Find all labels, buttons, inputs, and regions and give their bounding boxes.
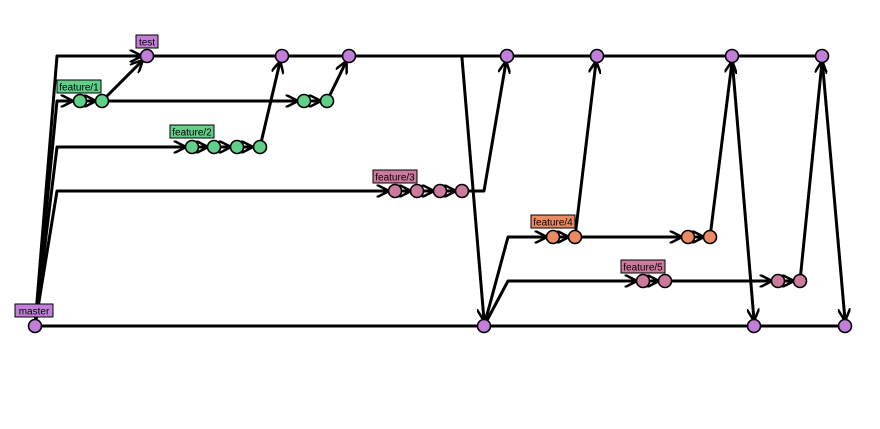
commit-feature3-1[interactable] [387,183,403,199]
commit-feature2-3[interactable] [229,139,245,155]
tag-master-box [14,303,54,318]
commit-feature4-4[interactable] [702,229,718,245]
commit-feature3-3[interactable] [432,183,448,199]
edge-master-to-feature1 [33,101,74,328]
commit-feature3-4[interactable] [454,183,470,199]
commit-feature1-2[interactable] [94,93,110,109]
edges [33,56,845,328]
commit-feature4-2[interactable] [567,229,583,245]
edge-feature3-merge-test [460,62,506,193]
edge-feature5-merge-test [798,62,822,283]
edge-master-to-feature2 [33,147,187,328]
commit-feature5-2[interactable] [657,273,673,289]
edge-feature4-merge-test-2 [708,62,732,239]
commit-feature2-2[interactable] [206,139,222,155]
commit-master-4[interactable] [837,318,853,334]
tag-feature3-box [372,169,418,184]
tag-feature1-box [56,79,102,94]
branch-tags: master test feature/1 feature/2 feature/… [14,34,666,318]
commit-feature5-1[interactable] [635,273,651,289]
tag-test-label: test [139,38,155,49]
tag-feature3-label: feature/3 [375,173,415,184]
commit-feature1-3[interactable] [296,93,312,109]
tag-feature5-box [620,259,666,274]
commit-test-3[interactable] [341,48,357,64]
edge-master-to-feature4 [482,237,548,328]
commit-test-6[interactable] [724,48,740,64]
edge-feature1-merge-test [100,61,142,103]
commit-test-5[interactable] [589,48,605,64]
tag-feature2[interactable]: feature/2 [169,124,215,139]
tag-master[interactable]: master [14,303,54,318]
tag-feature2-box [169,124,215,139]
tag-feature1[interactable]: feature/1 [56,79,102,94]
edge-test-merge-master-3 [820,56,845,320]
tag-feature4-label: feature/4 [533,218,573,229]
commit-master-1[interactable] [27,318,43,334]
commit-feature3-2[interactable] [409,183,425,199]
tag-test-box [135,34,159,49]
edge-master-to-feature3 [33,191,390,328]
edge-test-merge-master-1 [460,56,484,320]
edge-test-merge-master-2 [730,56,754,320]
edge-feature4-merge-test [573,62,596,239]
commit-feature4-1[interactable] [545,229,561,245]
commit-feature2-1[interactable] [184,139,200,155]
commit-feature5-4[interactable] [792,273,808,289]
tag-feature2-label: feature/2 [172,128,212,139]
commits [27,48,853,334]
edge-feature2-merge-test [258,62,280,149]
tag-feature1-label: feature/1 [59,83,99,94]
commit-test-1[interactable] [139,48,155,64]
edge-master-to-feature5 [482,281,638,328]
commit-master-2[interactable] [476,318,492,334]
commit-test-4[interactable] [499,48,515,64]
tag-feature4[interactable]: feature/4 [530,214,576,229]
commit-feature1-4[interactable] [319,93,335,109]
tag-feature4-box [530,214,576,229]
tag-master-label: master [19,307,50,318]
tag-feature3[interactable]: feature/3 [372,169,418,184]
commit-test-7[interactable] [814,48,830,64]
tag-test[interactable]: test [135,34,159,49]
commit-feature1-1[interactable] [72,93,88,109]
tag-feature5-label: feature/5 [623,263,663,274]
commit-feature5-3[interactable] [770,273,786,289]
tag-feature5[interactable]: feature/5 [620,259,666,274]
commit-feature4-3[interactable] [680,229,696,245]
commit-test-2[interactable] [274,48,290,64]
commit-feature2-4[interactable] [252,139,268,155]
commit-master-3[interactable] [746,318,762,334]
